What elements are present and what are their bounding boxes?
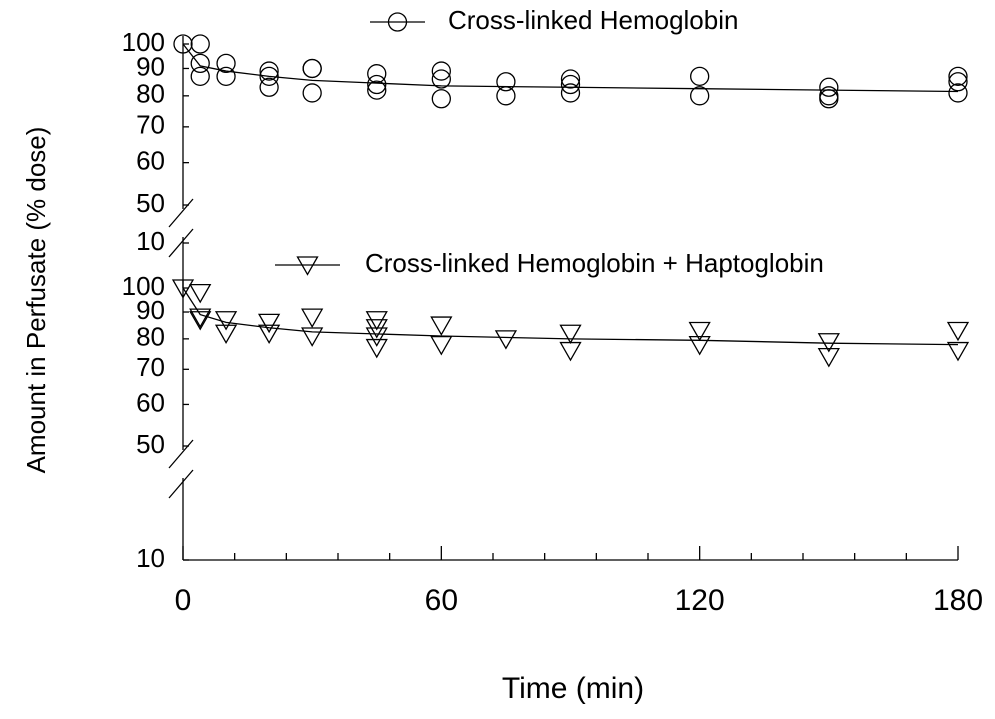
data-point — [431, 69, 451, 89]
data-point — [367, 74, 387, 95]
data-point — [190, 66, 210, 86]
data-point — [257, 324, 281, 345]
y-tick-label: 100 — [122, 27, 165, 57]
data-point — [494, 330, 518, 350]
legend-marker — [387, 12, 408, 32]
y-tick-label: 50 — [136, 429, 165, 459]
data-point — [819, 77, 839, 97]
data-point — [302, 58, 322, 79]
data-point — [688, 321, 711, 342]
data-point — [367, 64, 387, 84]
y-tick-label: 10 — [136, 226, 165, 256]
data-point — [431, 61, 451, 81]
y-tick-label: 50 — [136, 188, 165, 218]
axis-break — [168, 228, 194, 258]
data-point — [367, 80, 387, 100]
data-point — [365, 327, 388, 347]
data-point — [214, 324, 238, 345]
data-point — [948, 83, 968, 103]
legend-label: Cross-linked Hemoglobin + Haptoglobin — [365, 248, 824, 278]
axis-break — [168, 469, 194, 499]
y-tick-label: 90 — [136, 295, 165, 325]
data-point — [496, 86, 516, 106]
data-point — [259, 66, 279, 86]
data-point — [365, 338, 388, 359]
data-point — [189, 311, 212, 331]
axis-break — [168, 439, 194, 469]
data-point — [430, 316, 453, 336]
data-point — [560, 74, 581, 95]
data-point — [819, 89, 839, 109]
y-tick-label: 80 — [136, 79, 165, 109]
data-point — [496, 72, 516, 92]
y-tick-label: 60 — [136, 387, 165, 417]
y-tick-label: 70 — [136, 352, 165, 382]
legend-label: Cross-linked Hemoglobin — [448, 5, 738, 35]
y-tick-label: 10 — [136, 543, 165, 573]
y-tick-label: 60 — [136, 146, 165, 176]
y-axis-label: Amount in Perfusate (% dose) — [21, 127, 51, 474]
data-point — [430, 335, 453, 356]
data-point — [216, 66, 236, 86]
data-point — [948, 72, 968, 92]
data-point — [946, 321, 970, 342]
axis-break — [168, 198, 194, 228]
data-point — [214, 311, 238, 331]
x-tick-label: 180 — [933, 584, 983, 617]
data-point — [817, 347, 840, 368]
data-point — [259, 61, 279, 81]
x-tick-label: 0 — [175, 584, 192, 617]
legend-marker — [296, 256, 319, 276]
data-point — [560, 83, 581, 103]
x-tick-label: 120 — [675, 584, 725, 617]
data-point — [365, 311, 388, 331]
data-point — [948, 66, 968, 86]
data-point — [216, 53, 236, 74]
data-point — [190, 53, 210, 74]
y-tick-label: 80 — [136, 322, 165, 352]
data-point — [690, 66, 710, 86]
data-point — [559, 341, 582, 362]
data-point — [190, 34, 210, 54]
data-point — [688, 335, 711, 356]
y-tick-label: 70 — [136, 110, 165, 140]
data-point — [302, 83, 322, 103]
data-point — [946, 341, 970, 362]
data-point — [690, 86, 710, 106]
data-point — [259, 77, 279, 97]
data-point — [189, 308, 212, 328]
data-point — [257, 313, 281, 334]
data-point — [189, 283, 212, 304]
x-axis-label: Time (min) — [502, 672, 644, 705]
data-point — [559, 324, 582, 345]
data-point — [431, 89, 451, 109]
x-tick-label: 60 — [425, 584, 458, 617]
data-point — [173, 34, 193, 54]
y-tick-label: 100 — [122, 271, 165, 301]
y-tick-label: 90 — [136, 51, 165, 81]
fit-line — [182, 287, 959, 346]
data-point — [301, 308, 324, 328]
data-point — [171, 279, 195, 299]
data-point — [817, 333, 840, 353]
data-point — [301, 327, 324, 347]
data-point — [560, 69, 581, 89]
